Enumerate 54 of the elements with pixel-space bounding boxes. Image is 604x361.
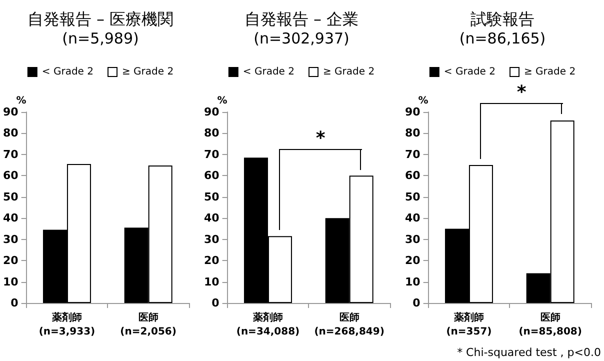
y-tick-label: 70 <box>204 148 220 161</box>
x-tick-label: 薬剤師 (n=34,088) <box>236 312 300 338</box>
y-tick-label: 40 <box>204 212 220 225</box>
y-tick-label: 0 <box>10 296 19 310</box>
y-tick-label: 60 <box>204 169 220 182</box>
y-tick-label: 70 <box>404 148 421 161</box>
y-tick-label: 30 <box>2 232 19 246</box>
x-tick-label: 薬剤師 (n=3,933) <box>38 312 96 338</box>
annotation: * <box>314 128 326 149</box>
legend-label: < Grade 2 <box>242 66 295 78</box>
y-tick-label: 10 <box>204 275 220 288</box>
text: * <box>516 82 528 103</box>
legend-label: ≥ Grade 2 <box>524 66 576 78</box>
chart-title: 自発報告 – 医療機関 <box>27 10 174 28</box>
y-tick-label: 20 <box>404 254 421 268</box>
y-tick-label: 60 <box>2 169 19 182</box>
chart-title: 試験報告 <box>470 10 534 28</box>
y-tick-label: 70 <box>2 148 19 161</box>
x-tick-label: 医師 (n=2,056) <box>120 312 176 338</box>
y-tick-label: 40 <box>404 212 421 225</box>
y-tick-label: 0 <box>412 296 421 310</box>
x-tick-label: 医師 (n=85,808) <box>518 312 582 338</box>
y-tick-label: 40 <box>2 212 19 225</box>
y-axis-title: % <box>16 96 26 106</box>
legend-label: < Grade 2 <box>42 66 94 78</box>
y-tick-label: 50 <box>2 190 19 204</box>
chart-title: 自発報告 – 企業 <box>244 10 359 28</box>
y-tick-label: 90 <box>204 106 220 118</box>
x-tick-label: 薬剤師 (n=357) <box>446 312 492 338</box>
legend-label: < Grade 2 <box>444 66 496 78</box>
chart-subtitle: (n=5,989) <box>62 30 139 48</box>
y-tick-label: 30 <box>204 232 220 246</box>
y-tick-label: 30 <box>404 232 421 246</box>
y-tick-label: 90 <box>2 106 19 118</box>
legend-label: ≥ Grade 2 <box>122 66 174 78</box>
y-axis-title: % <box>217 96 228 106</box>
y-tick-label: 90 <box>404 106 421 118</box>
y-tick-label: 20 <box>2 254 19 268</box>
y-tick-label: 50 <box>404 190 421 204</box>
text: * Chi-squared test , p<0.0 <box>457 346 601 359</box>
chart-subtitle: (n=302,937) <box>254 30 350 48</box>
y-tick-label: 60 <box>404 169 421 182</box>
y-tick-label: 20 <box>204 254 220 268</box>
y-tick-label: 80 <box>2 126 19 140</box>
y-tick-label: 80 <box>204 126 220 140</box>
x-tick-label: 医師 (n=268,849) <box>314 312 384 338</box>
y-tick-label: 80 <box>404 126 421 140</box>
y-tick-label: 10 <box>2 275 19 288</box>
chart-subtitle: (n=86,165) <box>459 30 546 48</box>
y-tick-label: 10 <box>404 275 421 288</box>
y-tick-label: 50 <box>204 190 220 204</box>
y-axis-title: % <box>418 96 428 106</box>
legend-label: ≥ Grade 2 <box>323 66 375 78</box>
y-tick-label: 0 <box>212 296 220 310</box>
